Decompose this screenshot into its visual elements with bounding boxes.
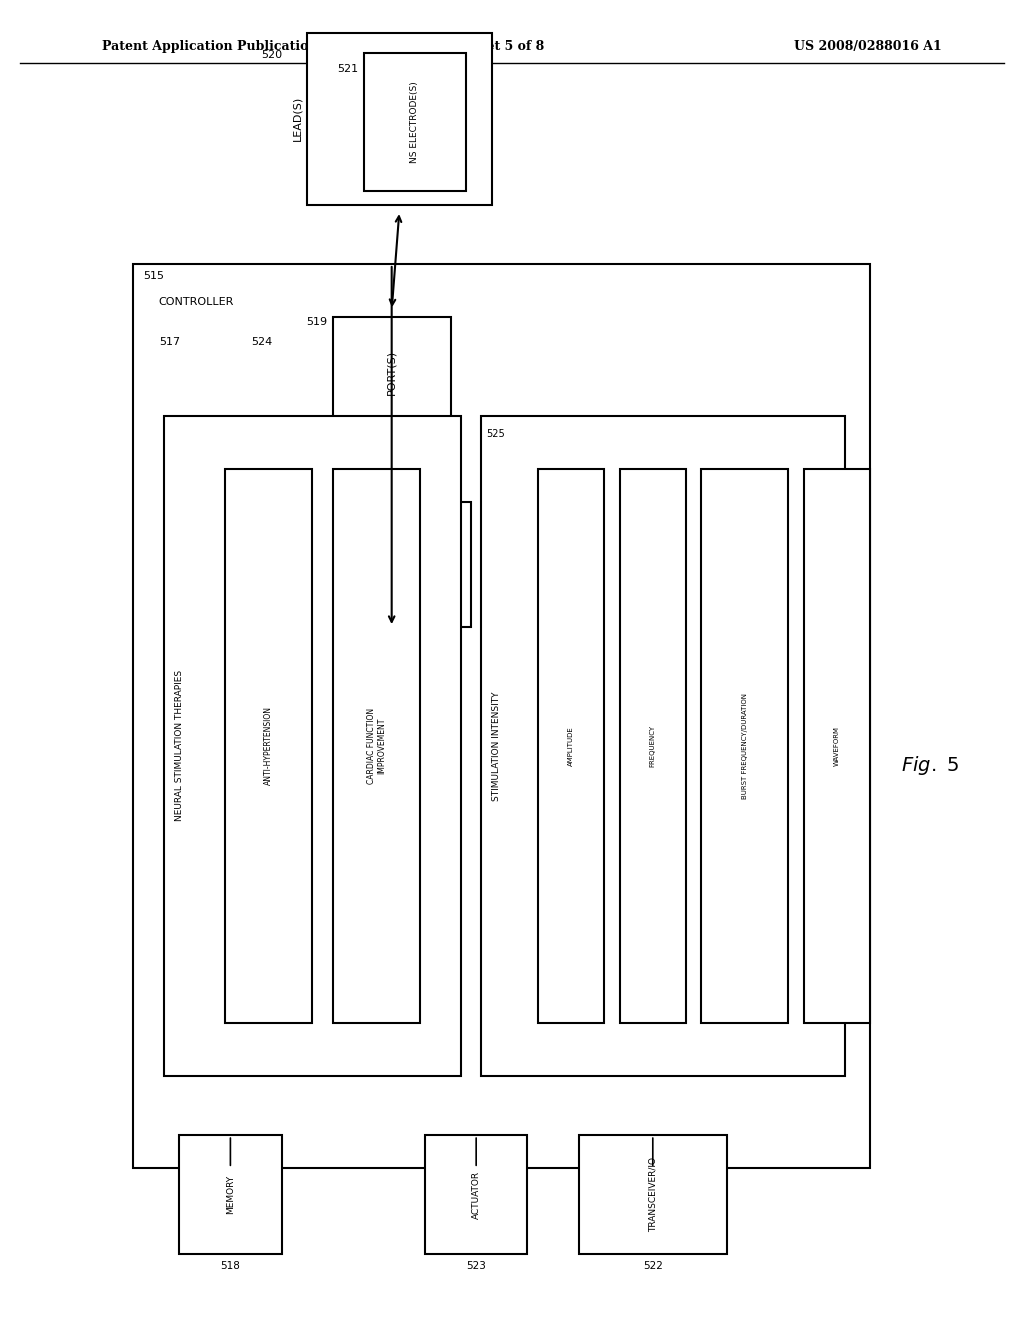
Text: PORT(S): PORT(S) bbox=[387, 350, 396, 396]
Text: NEURAL
STIMULATION
CIRCUIT: NEURAL STIMULATION CIRCUIT bbox=[376, 535, 408, 594]
Text: LEAD(S): LEAD(S) bbox=[292, 96, 302, 141]
Bar bbox=[164, 416, 461, 1076]
Text: 519: 519 bbox=[306, 317, 328, 327]
Text: ACTUATOR: ACTUATOR bbox=[472, 1171, 480, 1218]
Text: 518: 518 bbox=[220, 1261, 241, 1271]
Bar bbox=[579, 1135, 727, 1254]
Bar bbox=[620, 469, 686, 1023]
Bar bbox=[364, 53, 466, 191]
Text: 516: 516 bbox=[286, 552, 307, 562]
Bar bbox=[225, 469, 312, 1023]
Text: 517: 517 bbox=[159, 337, 180, 347]
Bar bbox=[307, 33, 492, 205]
Text: US 2008/0288016 A1: US 2008/0288016 A1 bbox=[795, 40, 942, 53]
Text: CONTROLLER: CONTROLLER bbox=[159, 297, 234, 308]
Text: ANTI-HYPERTENSION: ANTI-HYPERTENSION bbox=[264, 706, 273, 785]
Text: 520: 520 bbox=[261, 50, 283, 61]
Bar bbox=[538, 469, 604, 1023]
Text: 525: 525 bbox=[486, 429, 505, 440]
Text: Nov. 20, 2008  Sheet 5 of 8: Nov. 20, 2008 Sheet 5 of 8 bbox=[356, 40, 545, 53]
Bar bbox=[333, 469, 420, 1023]
Text: AMPLITUDE: AMPLITUDE bbox=[568, 726, 573, 766]
Text: $\mathit{Fig.\ 5}$: $\mathit{Fig.\ 5}$ bbox=[901, 754, 959, 777]
Bar bbox=[481, 416, 845, 1076]
Bar bbox=[425, 1135, 527, 1254]
Text: 523: 523 bbox=[466, 1261, 486, 1271]
Bar bbox=[179, 1135, 282, 1254]
Bar bbox=[804, 469, 870, 1023]
Text: TRANSCEIVER/IO: TRANSCEIVER/IO bbox=[648, 1158, 657, 1232]
Text: 521: 521 bbox=[337, 63, 358, 74]
Text: 522: 522 bbox=[643, 1261, 663, 1271]
Text: WAVEFORM: WAVEFORM bbox=[835, 726, 840, 766]
Text: FREQUENCY: FREQUENCY bbox=[650, 725, 655, 767]
Text: NEURAL STIMULATION THERAPIES: NEURAL STIMULATION THERAPIES bbox=[175, 671, 183, 821]
Bar bbox=[701, 469, 788, 1023]
Text: 524: 524 bbox=[251, 337, 272, 347]
Bar bbox=[312, 502, 471, 627]
Bar bbox=[133, 264, 870, 1168]
Text: NS ELECTRODE(S): NS ELECTRODE(S) bbox=[411, 82, 419, 162]
Text: STIMULATION INTENSITY: STIMULATION INTENSITY bbox=[493, 692, 501, 800]
Bar bbox=[333, 317, 451, 429]
Text: 515: 515 bbox=[143, 271, 165, 281]
Text: CARDIAC FUNCTION
IMPROVEMENT: CARDIAC FUNCTION IMPROVEMENT bbox=[367, 708, 386, 784]
Text: BURST FREQUENCY/DURATION: BURST FREQUENCY/DURATION bbox=[742, 693, 748, 799]
Text: MEMORY: MEMORY bbox=[226, 1175, 234, 1214]
Text: Patent Application Publication: Patent Application Publication bbox=[102, 40, 317, 53]
